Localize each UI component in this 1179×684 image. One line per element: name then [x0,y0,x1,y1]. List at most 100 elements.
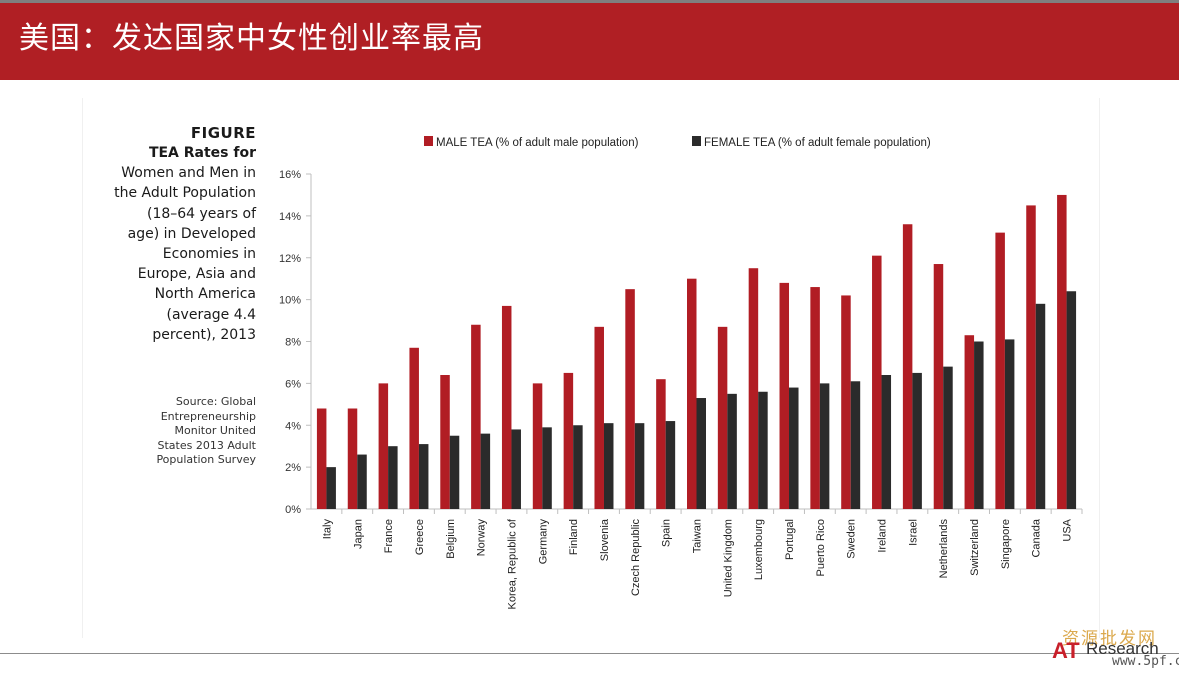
y-tick-label: 8% [285,337,301,349]
x-tick-label: Czech Republic [630,519,642,597]
source-line: Monitor United [174,424,256,437]
male-bar [563,372,574,509]
x-tick-label: Sweden [846,519,858,559]
y-tick-label: 10% [279,295,301,307]
female-bar [850,381,861,509]
female-bar [974,341,984,509]
x-tick-label: Luxembourg [753,519,765,580]
male-bar [625,289,635,509]
top-border [0,0,1179,3]
female-bar [388,446,398,509]
watermark-brand-word: Research [1086,639,1159,658]
x-tick-label: Portugal [784,519,796,560]
bottom-divider [0,653,1179,654]
male-bar [902,224,913,509]
source-line: States 2013 Adult [157,438,257,452]
female-bar [418,444,429,509]
female-bar [542,427,552,509]
male-bar [872,255,882,509]
x-tick-label: Norway [476,519,488,557]
caption-line: age) in Developed [127,225,256,242]
male-bar [1026,205,1036,509]
female-bar [1035,303,1046,509]
y-tick-label: 16% [279,169,301,181]
male-bar [964,335,975,509]
watermark-brand-letters: AT [1052,638,1080,663]
female-bar [634,423,645,509]
figure-caption: FIGURE TEA Rates for Women and Men in the … [90,123,256,345]
male-bar [378,383,389,510]
caption-line: percent), 2013 [152,326,256,343]
x-tick-label: Japan [352,519,364,549]
caption-line: Europe, Asia and [137,266,256,283]
x-tick-label: Korea, Republic of [506,518,518,609]
female-bar [819,383,830,510]
x-tick-label: Greece [414,519,426,555]
x-tick-label: Italy [321,519,333,540]
x-tick-label: Ireland [877,519,889,553]
female-bar [943,366,953,510]
female-bar [758,391,768,509]
legend-female-swatch [692,136,701,146]
female-bar [573,425,583,509]
x-tick-label: Germany [537,519,549,565]
male-bar [779,282,790,510]
legend-male-label: MALE TEA (% of adult male population) [436,137,639,149]
female-bar [511,429,521,509]
watermark-logo: 资源批发网 AT Research www.5pf.cn [1050,626,1179,682]
female-bar [789,387,799,509]
female-bar [696,398,706,509]
male-bar [841,295,851,509]
x-tick-label: Switzerland [969,519,981,576]
slide-title: 美国：发达国家中女性创业率最高 [19,21,484,56]
male-bar [1057,194,1067,509]
source-line: Source: Global [175,395,256,408]
title-bar: 美国：发达国家中女性创业率最高 [0,3,1179,80]
y-tick-label: 0% [285,504,301,516]
y-tick-label: 2% [285,462,301,474]
male-bar [656,379,666,509]
female-bar [1004,339,1015,509]
female-bar [727,393,737,509]
male-bar [409,347,419,509]
x-tick-label: United Kingdom [722,519,734,597]
watermark-site: www.5pf.cn [1112,654,1179,669]
y-tick-label: 12% [279,253,301,265]
x-tick-label: France [383,519,395,553]
x-tick-label: Puerto Rico [815,519,827,576]
male-bar [594,326,604,509]
x-tick-label: Belgium [445,519,457,559]
caption-line: TEA Rates for [148,145,256,161]
male-bar [687,278,697,509]
watermark-chinese-text: 资源批发网 [1062,629,1157,649]
male-bar [748,268,759,509]
y-tick-label: 6% [285,378,301,390]
x-tick-label: Taiwan [692,519,704,553]
caption-line: the Adult Population [114,185,256,202]
female-bar [665,421,676,509]
x-tick-label: Spain [661,519,673,547]
male-bar [717,326,728,509]
female-bar [912,372,922,509]
male-bar [501,305,512,509]
source-note: Source: Global Entrepreneurship Monitor Un… [130,395,256,468]
female-bar [449,435,460,509]
caption-line: (18–64 years of [146,205,256,222]
male-bar [347,408,358,509]
female-bar [1066,291,1077,509]
male-bar [933,264,944,509]
legend-male-swatch [424,136,433,146]
y-tick-label: 14% [279,211,301,223]
female-bar [357,454,367,509]
caption-line: (average 4.4 [166,306,257,323]
female-bar [603,423,614,509]
x-tick-label: Finland [568,519,580,555]
caption-line: Women and Men in [121,165,256,182]
x-tick-label: Singapore [1000,519,1012,569]
female-bar [326,467,336,510]
figure-panel [82,98,1100,638]
legend-female-label: FEMALE TEA (% of adult female population… [704,137,931,149]
x-tick-label: Israel [907,519,919,546]
male-bar [316,408,327,509]
